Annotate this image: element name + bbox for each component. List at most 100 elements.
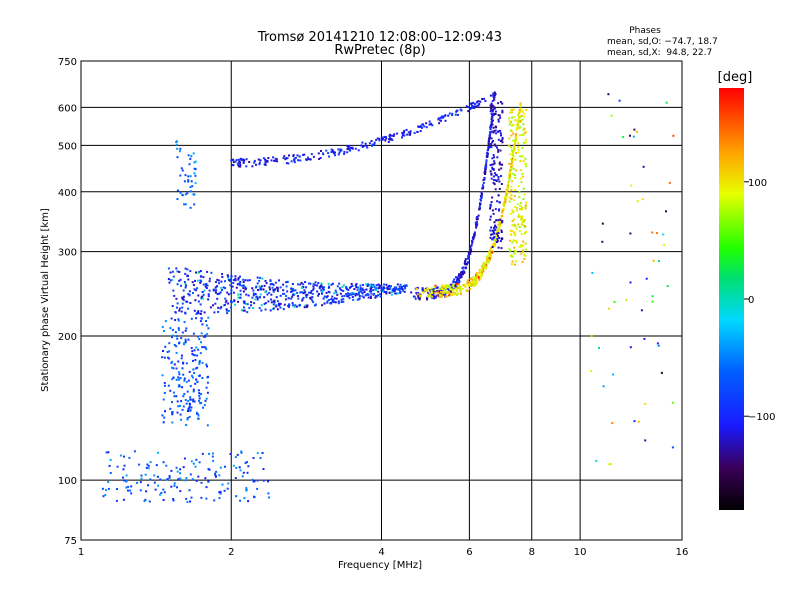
- echo-point: [298, 304, 301, 307]
- echo-point: [145, 490, 148, 493]
- echo-point: [173, 294, 176, 297]
- echo-point: [237, 164, 240, 166]
- echo-point: [524, 242, 527, 245]
- echo-point: [275, 296, 278, 299]
- echo-point: [386, 286, 389, 289]
- echo-point: [177, 405, 180, 408]
- echo-point: [390, 285, 392, 288]
- echo-point: [501, 209, 504, 212]
- echo-point: [490, 124, 493, 127]
- echo-point: [518, 126, 521, 129]
- echo-point: [388, 291, 391, 294]
- echo-point: [499, 129, 502, 132]
- echo-point: [107, 487, 110, 490]
- echo-point: [441, 284, 444, 287]
- echo-point: [514, 232, 517, 235]
- echo-point: [193, 354, 196, 357]
- echo-point: [177, 319, 180, 322]
- echo-point: [521, 175, 524, 178]
- echo-point: [517, 213, 520, 216]
- echo-point: [460, 273, 463, 276]
- echo-point: [475, 221, 478, 224]
- echo-point: [515, 240, 518, 243]
- echo-point: [130, 492, 133, 495]
- echo-point: [451, 286, 454, 289]
- echo-point: [478, 271, 481, 274]
- echo-point: [512, 108, 515, 111]
- echo-point: [516, 120, 519, 123]
- echo-point: [328, 155, 331, 158]
- echo-point: [184, 174, 187, 177]
- echo-point: [442, 115, 445, 118]
- echo-point: [339, 287, 342, 290]
- echo-point: [170, 317, 173, 320]
- echo-point: [162, 421, 165, 424]
- echo-point: [217, 310, 220, 313]
- echo-point: [172, 376, 175, 379]
- echo-point: [312, 287, 315, 290]
- x-axis-ticks: 1 2 4 6 8 10 16: [78, 547, 689, 558]
- echo-point: [381, 289, 384, 292]
- echo-point: [306, 293, 309, 296]
- echo-point: [513, 223, 516, 226]
- echo-point: [173, 482, 176, 485]
- echo-point: [127, 489, 129, 492]
- echo-point: [419, 297, 421, 300]
- echo-point: [375, 284, 378, 287]
- echo-point: [185, 402, 188, 405]
- echo-point: [192, 152, 195, 155]
- echo-point: [207, 293, 210, 296]
- echo-point: [207, 298, 210, 301]
- echo-point: [321, 290, 324, 293]
- echo-point: [469, 245, 471, 248]
- echo-point: [240, 309, 243, 312]
- echo-point: [232, 164, 235, 167]
- echo-point: [312, 288, 315, 291]
- echo-point: [162, 398, 165, 401]
- echo-point: [331, 300, 334, 303]
- echo-point: [205, 282, 208, 285]
- echo-point: [200, 332, 203, 335]
- echo-point: [339, 292, 342, 295]
- echo-point: [223, 489, 226, 492]
- echo-point: [375, 289, 378, 292]
- echo-point: [493, 96, 496, 99]
- echo-point: [343, 150, 346, 153]
- echo-point: [218, 497, 221, 499]
- echo-point: [469, 251, 472, 254]
- echo-point: [472, 236, 474, 239]
- echo-point: [223, 304, 226, 306]
- echo-point: [453, 278, 456, 281]
- echo-point: [189, 396, 192, 399]
- echo-point: [640, 309, 643, 312]
- echo-point: [234, 277, 237, 280]
- echo-point: [259, 159, 262, 162]
- echo-point: [636, 200, 639, 203]
- echo-point: [224, 297, 227, 300]
- echo-point: [505, 195, 508, 198]
- echo-point: [239, 469, 242, 472]
- echo-point: [182, 395, 185, 398]
- echo-point: [353, 288, 356, 290]
- echo-point: [270, 301, 273, 304]
- echo-point: [499, 116, 502, 119]
- echo-point: [200, 317, 203, 320]
- echo-point: [390, 291, 393, 294]
- echo-point: [410, 291, 413, 294]
- echo-point: [494, 208, 497, 211]
- echo-point: [342, 284, 345, 287]
- echo-point: [192, 284, 195, 286]
- echo-point: [510, 130, 513, 133]
- echo-point: [495, 219, 498, 222]
- echo-point: [311, 292, 314, 295]
- echo-point: [652, 259, 655, 262]
- echo-point: [184, 338, 187, 341]
- echo-point: [510, 158, 512, 161]
- echo-point: [188, 370, 191, 373]
- echo-point: [497, 194, 500, 197]
- echo-point: [133, 450, 136, 453]
- echo-point: [458, 279, 460, 282]
- echo-point: [296, 291, 299, 294]
- echo-point: [499, 140, 502, 142]
